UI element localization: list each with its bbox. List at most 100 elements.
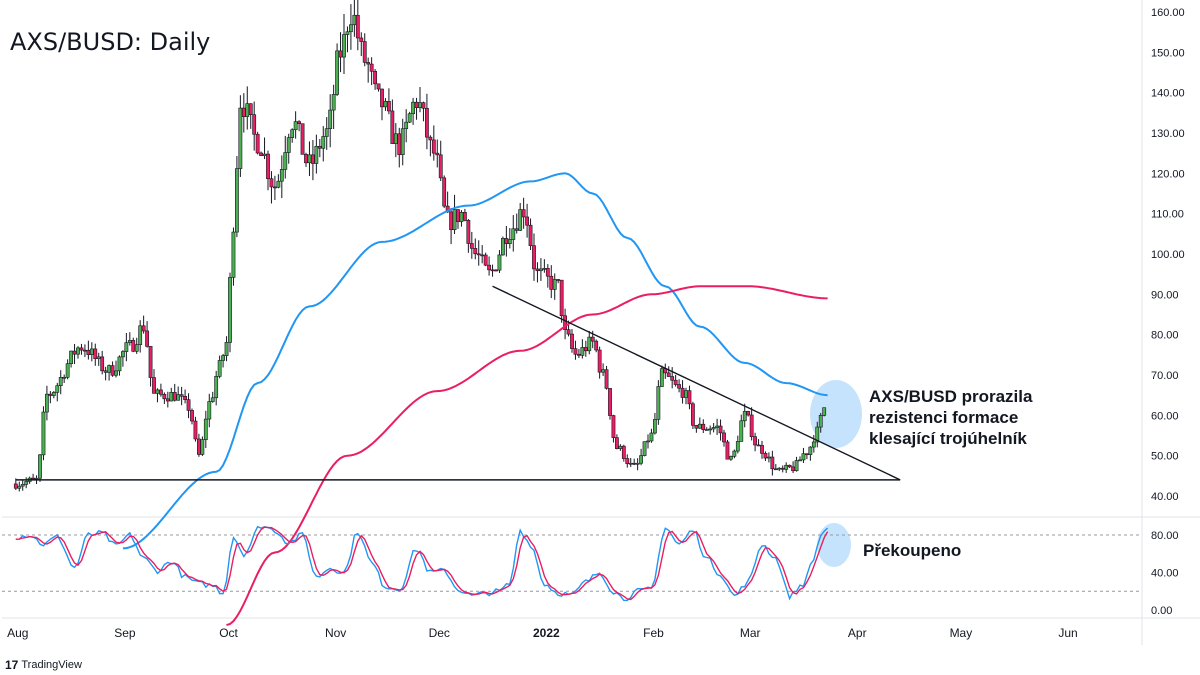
candle-body bbox=[266, 153, 270, 180]
candle-body bbox=[646, 440, 650, 443]
candle bbox=[746, 410, 751, 417]
candle bbox=[521, 197, 526, 229]
price-tick-label: 120.00 bbox=[1151, 168, 1185, 180]
candle bbox=[525, 203, 529, 238]
candle bbox=[79, 343, 84, 355]
candle-body bbox=[321, 136, 326, 149]
candle-body bbox=[290, 129, 295, 138]
candle-body bbox=[511, 228, 516, 240]
candle-body bbox=[20, 484, 25, 487]
candle bbox=[107, 364, 111, 381]
stoch-tick-label: 80.00 bbox=[1151, 530, 1179, 542]
candle bbox=[735, 435, 740, 454]
candle bbox=[238, 95, 243, 177]
price-tick-label: 40.00 bbox=[1151, 491, 1179, 503]
candle bbox=[411, 97, 415, 125]
candle bbox=[145, 321, 149, 348]
candle-body bbox=[718, 425, 723, 434]
candle bbox=[528, 218, 533, 251]
candle-body bbox=[324, 128, 329, 137]
time-tick-label: Nov bbox=[325, 626, 346, 640]
candle bbox=[483, 252, 488, 267]
candle-body bbox=[317, 146, 322, 149]
candle bbox=[404, 109, 409, 143]
descending-resistance-trendline[interactable] bbox=[492, 285, 901, 481]
candle-body bbox=[670, 376, 675, 381]
candle-body bbox=[221, 355, 225, 361]
candle bbox=[290, 128, 295, 143]
ma-slow-line bbox=[226, 285, 828, 627]
candle bbox=[615, 434, 619, 450]
candle bbox=[300, 123, 305, 155]
candle-body bbox=[279, 169, 284, 182]
candle bbox=[684, 387, 688, 405]
candle bbox=[355, 0, 360, 51]
candle-body bbox=[425, 107, 429, 138]
candle-body bbox=[497, 254, 502, 271]
candle-body bbox=[352, 14, 357, 26]
tradingview-brand[interactable]: 17 TradingView bbox=[5, 658, 82, 672]
candle-body bbox=[65, 363, 70, 378]
candle-body bbox=[611, 415, 616, 438]
candle bbox=[172, 383, 177, 402]
candle bbox=[732, 449, 737, 459]
candle-body bbox=[773, 468, 778, 471]
candle-body bbox=[604, 369, 609, 389]
candle bbox=[100, 350, 105, 375]
candle bbox=[442, 175, 447, 209]
candle-body bbox=[145, 330, 149, 347]
candle-body bbox=[570, 333, 574, 349]
candle-body bbox=[414, 101, 419, 108]
candle-body bbox=[387, 101, 391, 112]
candle-body bbox=[224, 342, 229, 356]
candle bbox=[469, 231, 474, 259]
candle bbox=[311, 140, 315, 181]
candle bbox=[176, 386, 181, 401]
candle-body bbox=[621, 445, 626, 459]
candle-body bbox=[559, 279, 564, 317]
candle-body bbox=[159, 389, 163, 395]
stoch-tick-label: 0.00 bbox=[1151, 605, 1172, 617]
candle-body bbox=[435, 152, 440, 156]
candle bbox=[767, 452, 771, 463]
candle bbox=[207, 393, 212, 428]
candle bbox=[656, 380, 661, 425]
time-tick-label: 2022 bbox=[533, 626, 560, 640]
candle-body bbox=[722, 432, 726, 443]
candle bbox=[677, 379, 681, 393]
candle-body bbox=[521, 209, 526, 218]
candle-body bbox=[480, 254, 485, 257]
candle bbox=[62, 374, 67, 383]
candle bbox=[286, 133, 291, 164]
candle-body bbox=[514, 228, 519, 231]
candle-body bbox=[300, 123, 305, 155]
candle bbox=[659, 365, 664, 387]
candle-body bbox=[729, 456, 733, 460]
candle bbox=[297, 120, 301, 132]
candle bbox=[324, 117, 329, 150]
candle-body bbox=[241, 107, 246, 117]
candle-body bbox=[255, 133, 260, 154]
breakout-highlight bbox=[810, 380, 862, 448]
candle-body bbox=[642, 441, 647, 456]
candle-body bbox=[456, 209, 460, 222]
candle bbox=[369, 57, 374, 86]
stoch-d-line bbox=[15, 526, 829, 601]
candle bbox=[604, 365, 609, 390]
candle-body bbox=[811, 441, 816, 448]
candle-body bbox=[331, 94, 336, 111]
price-tick-label: 130.00 bbox=[1151, 128, 1185, 140]
candle-body bbox=[732, 450, 737, 457]
candle-body bbox=[815, 426, 820, 443]
candle bbox=[425, 93, 429, 150]
candle bbox=[383, 98, 388, 111]
candle bbox=[335, 43, 339, 97]
candle-body bbox=[393, 133, 398, 144]
candle-body bbox=[535, 268, 540, 272]
candle-body bbox=[532, 245, 536, 270]
candle-body bbox=[784, 464, 789, 470]
candle-body bbox=[407, 113, 412, 123]
candle bbox=[366, 57, 371, 83]
candle-body bbox=[107, 365, 111, 373]
